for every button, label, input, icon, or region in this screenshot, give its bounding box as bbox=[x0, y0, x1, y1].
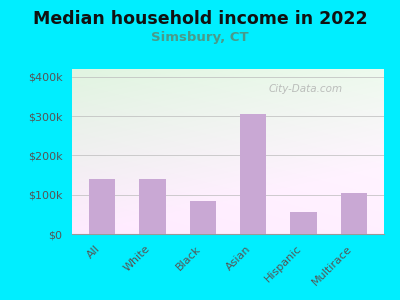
Text: Simsbury, CT: Simsbury, CT bbox=[151, 32, 249, 44]
Text: Median household income in 2022: Median household income in 2022 bbox=[33, 11, 367, 28]
Text: City-Data.com: City-Data.com bbox=[269, 84, 343, 94]
Bar bbox=[240, 114, 266, 234]
Bar bbox=[140, 179, 166, 234]
Bar bbox=[89, 179, 115, 234]
Bar bbox=[341, 193, 367, 234]
Bar bbox=[290, 212, 316, 234]
Bar bbox=[190, 201, 216, 234]
